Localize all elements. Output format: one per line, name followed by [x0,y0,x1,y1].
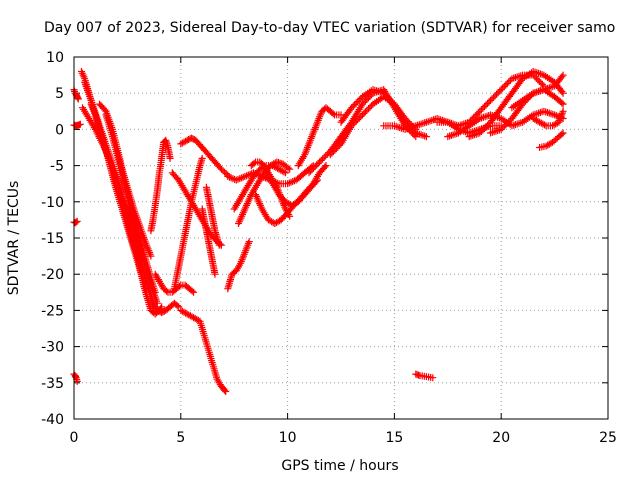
series-arc-31 [337,86,420,133]
x-tick-label: 5 [176,430,185,446]
y-tick-label: -35 [41,376,64,392]
marker-path-arc-40 [536,129,567,151]
marker-path-arc-34 [433,71,548,130]
series-arc-3 [70,86,82,103]
series-arc-16 [170,154,206,293]
marker-path-arc-28 [294,104,345,170]
series-arc-4 [70,120,84,130]
marker-path-arc-38 [508,71,567,112]
chart-title: Day 007 of 2023, Sidereal Day-to-day VTE… [44,20,615,36]
grid-layer [74,57,608,419]
marker-path-arc-17 [177,306,230,395]
series-layer [70,68,567,395]
y-tick-label: -5 [50,159,64,175]
y-tick-label: -30 [41,340,64,356]
marker-path-arc-18 [177,134,232,179]
marker-path-arc-4 [70,120,84,130]
series-arc-19 [198,205,219,278]
x-tick-label: 0 [70,430,79,446]
marker-path-arc-12 [141,270,183,317]
y-tick-label: -25 [41,303,64,319]
marker-path-arc-16 [170,154,206,293]
marker-path-arc-11 [113,147,155,260]
y-tick-label: -20 [41,267,64,283]
series-arc-27 [262,169,321,209]
plot-border [73,56,609,420]
series-arc-21 [224,238,253,293]
marker-path-arc-39 [529,107,567,130]
series-arc-20 [202,183,223,249]
series-arc-40 [536,129,567,151]
series-arc-1 [70,217,81,227]
series-arc-11 [113,147,155,260]
marker-path-arc-3 [70,86,82,103]
marker-path-arc-27 [262,169,321,209]
series-arc-18 [177,134,232,179]
marker-path-arc-8 [87,100,151,296]
series-arc-8 [87,100,151,296]
tick-layer: 0 5 10 15 20 25 -40 -35 -30 -25 -20 -15 -10 -5 0 5 10 [41,50,617,446]
marker-path-arc-19 [198,205,219,278]
marker-path-arc-20 [202,183,223,249]
marker-path-arc-31 [337,86,420,133]
x-tick-label: 25 [599,430,617,446]
x-tick-label: 10 [279,430,297,446]
x-axis-label: GPS time / hours [281,458,398,474]
x-tick-label: 20 [492,430,510,446]
series-arc-17 [177,306,230,395]
y-tick-label: -40 [41,412,64,428]
series-arc-28 [294,104,345,170]
marker-path-arc-21 [224,238,253,293]
series-arc-39 [529,107,567,130]
marker-path-arc-1 [70,217,81,227]
y-tick-label: 10 [46,50,64,66]
y-axis-label: SDTVAR / TECUs [6,181,22,296]
y-tick-label: 5 [55,86,64,102]
marker-path-arc-13 [147,136,174,235]
marker-path-arc-35 [444,107,567,141]
series-arc-38 [508,71,567,112]
marker-path-arc-33 [412,370,437,382]
label-layer: Day 007 of 2023, Sidereal Day-to-day VTE… [6,20,615,474]
y-tick-label: -10 [41,195,64,211]
series-arc-13 [147,136,174,235]
y-tick-label: -15 [41,231,64,247]
y-tick-label: 0 [55,122,64,138]
x-tick-label: 15 [385,430,403,446]
series-arc-34 [433,71,548,130]
series-arc-12 [141,270,183,317]
series-arc-35 [444,107,567,141]
series-arc-33 [412,370,437,382]
